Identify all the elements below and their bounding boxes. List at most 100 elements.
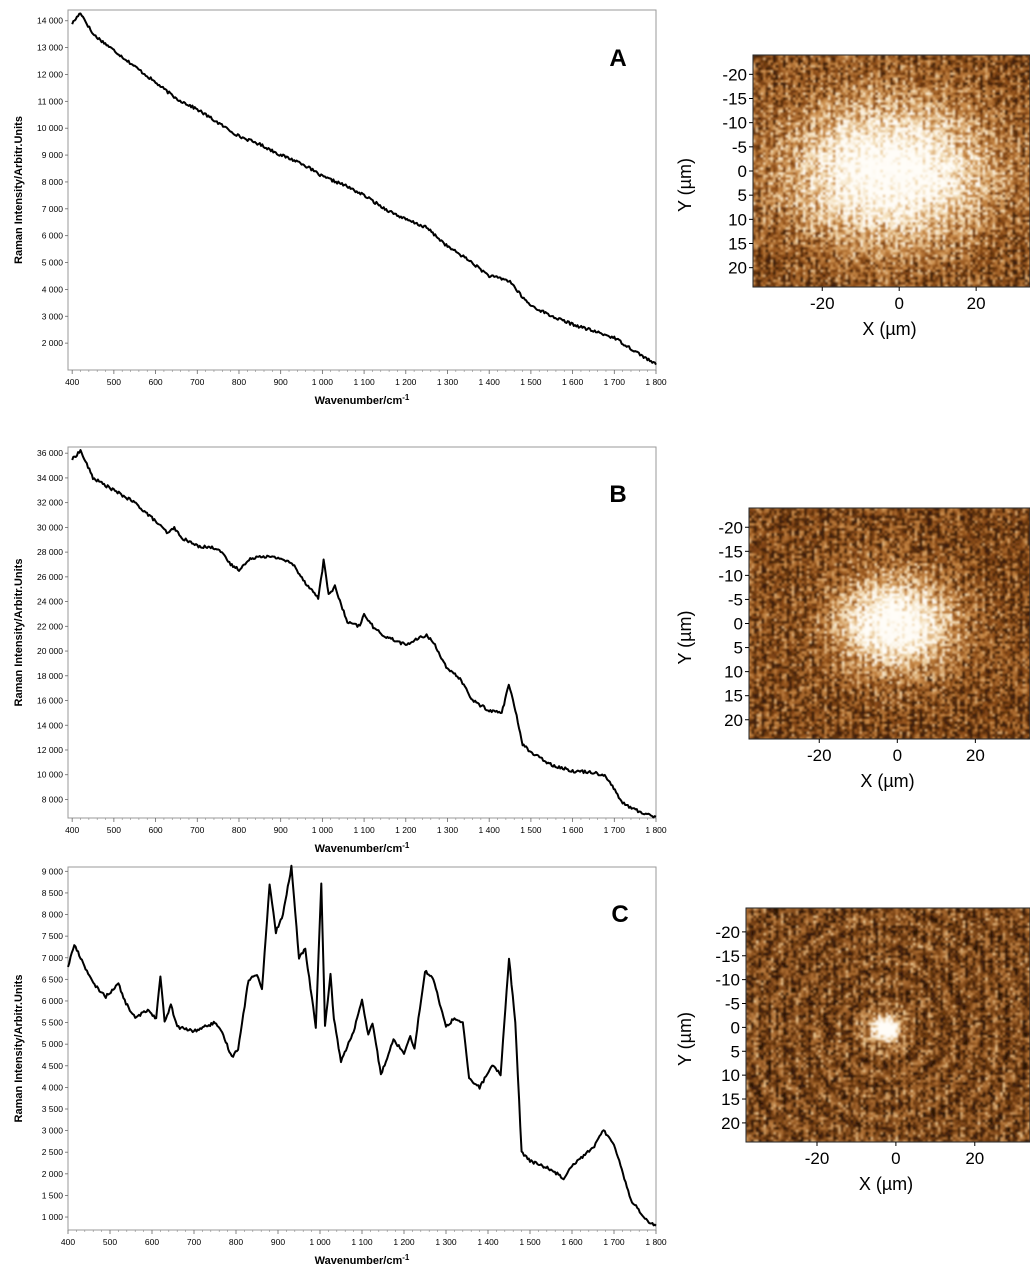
map-y-tick-label: -20 [722, 65, 747, 84]
y-tick-label: 16 000 [37, 696, 63, 706]
y-tick-label: 1 000 [42, 1212, 64, 1222]
x-tick-label: 1 100 [351, 1237, 373, 1247]
map-y-tick-label: 10 [721, 1066, 740, 1085]
map-y-tick-label: 20 [724, 711, 743, 730]
x-tick-label: 1 400 [479, 377, 501, 387]
y-tick-label: 6 000 [42, 231, 64, 241]
x-tick-label: 1 500 [520, 825, 542, 835]
x-tick-label: 800 [232, 377, 246, 387]
y-tick-label: 36 000 [37, 448, 63, 458]
y-tick-label: 4 500 [42, 1061, 64, 1071]
y-tick-label: 11 000 [38, 96, 64, 106]
spectrum-chart-c: 1 000 1 500 2 000 2 500 3 000 3 500 4 000 4 500… [13, 864, 667, 1267]
map-frame [745, 907, 1030, 1143]
panel-label: C [611, 901, 628, 928]
raman-map-a: -20 -15 -10 -5 0 5 10 15 20 -20 0 20 X (µm) Y (µm) [675, 54, 1030, 339]
y-tick-label: 8 000 [42, 177, 64, 187]
y-tick-label: 8 500 [42, 888, 64, 898]
x-tick-label: 1 600 [562, 377, 584, 387]
x-tick-label: 1 800 [645, 825, 667, 835]
spectrum-line [67, 864, 657, 1227]
map-y-axis-label: Y (µm) [675, 158, 695, 212]
x-tick-label: 400 [61, 1237, 75, 1247]
map-y-tick-label: 5 [734, 639, 743, 658]
map-x-tick-label: 20 [967, 294, 986, 313]
map-x-tick-label: 0 [893, 746, 902, 765]
map-y-tick-label: 10 [728, 210, 747, 229]
map-y-tick-label: 5 [738, 186, 747, 205]
y-tick-label: 20 000 [37, 646, 63, 656]
y-tick-label: 5 500 [42, 1018, 64, 1028]
x-tick-label: 400 [65, 377, 79, 387]
map-x-tick-label: 20 [965, 1149, 984, 1168]
panel-label: A [609, 45, 626, 72]
y-tick-label: 34 000 [37, 473, 63, 483]
y-axis-label: Raman Intensity/Arbitr.Units [13, 559, 25, 707]
y-tick-label: 18 000 [37, 671, 63, 681]
map-y-tick-label: 0 [738, 162, 747, 181]
x-tick-label: 1 600 [562, 825, 584, 835]
spectrum-line [71, 12, 657, 366]
raman-map-image [753, 55, 1030, 287]
map-y-axis-label: Y (µm) [675, 610, 695, 664]
y-axis-label: Raman Intensity/Arbitr.Units [13, 116, 25, 264]
map-y-tick-label: 15 [728, 235, 747, 254]
map-y-tick-label: -20 [718, 518, 743, 537]
map-y-tick-label: 15 [724, 687, 743, 706]
map-y-tick-label: -5 [732, 138, 747, 157]
y-tick-label: 12 000 [37, 69, 63, 79]
x-axis-label: Wavenumber/cm-1 [315, 393, 410, 407]
x-tick-label: 1 300 [437, 377, 459, 387]
y-tick-label: 7 000 [42, 204, 64, 214]
x-tick-label: 1 300 [437, 825, 459, 835]
y-tick-label: 10 000 [37, 123, 63, 133]
y-tick-label: 9 000 [42, 866, 64, 876]
x-tick-label: 1 200 [395, 377, 417, 387]
x-axis-label: Wavenumber/cm-1 [315, 1253, 410, 1267]
y-tick-label: 4 000 [42, 1082, 64, 1092]
x-tick-label: 1 500 [520, 377, 542, 387]
spectrum-chart-a: 2 000 3 000 4 000 5 000 6 000 7 000 8 000 9 000… [13, 9, 667, 407]
y-tick-label: 1 500 [42, 1190, 64, 1200]
y-tick-label: 8 000 [42, 910, 64, 920]
raman-map-b: -20 -15 -10 -5 0 5 10 15 20 -20 0 20 X (µm) Y (µm) [675, 507, 1030, 791]
y-tick-label: 3 500 [42, 1104, 64, 1114]
map-y-tick-label: 0 [731, 1018, 740, 1037]
map-y-tick-label: -5 [725, 995, 740, 1014]
map-y-tick-label: 20 [721, 1114, 740, 1133]
x-tick-label: 1 400 [479, 825, 501, 835]
map-x-tick-label: -20 [807, 746, 832, 765]
x-tick-label: 500 [103, 1237, 117, 1247]
x-tick-label: 700 [187, 1237, 201, 1247]
y-tick-label: 6 500 [42, 974, 64, 984]
map-y-tick-label: -10 [715, 971, 740, 990]
x-tick-label: 800 [232, 825, 246, 835]
raman-map-image [749, 508, 1030, 739]
map-y-tick-label: 20 [728, 259, 747, 278]
x-tick-label: 600 [148, 377, 162, 387]
map-y-axis-label: Y (µm) [675, 1012, 695, 1066]
x-tick-label: 600 [148, 825, 162, 835]
x-tick-label: 700 [190, 377, 204, 387]
y-tick-label: 14 000 [37, 16, 63, 26]
x-tick-label: 900 [271, 1237, 285, 1247]
map-x-tick-label: -20 [810, 294, 835, 313]
map-y-tick-label: -20 [715, 923, 740, 942]
x-tick-label: 1 100 [353, 825, 375, 835]
y-tick-label: 3 000 [42, 1126, 64, 1136]
y-tick-label: 10 000 [37, 770, 63, 780]
x-tick-label: 1 700 [603, 1237, 625, 1247]
panel-label: B [609, 481, 626, 508]
x-tick-label: 1 100 [353, 377, 375, 387]
y-tick-label: 30 000 [37, 522, 63, 532]
x-tick-label: 400 [65, 825, 79, 835]
y-tick-label: 2 000 [42, 338, 64, 348]
map-y-tick-label: 10 [724, 663, 743, 682]
map-y-tick-label: -15 [722, 90, 747, 109]
x-tick-label: 500 [107, 825, 121, 835]
x-tick-label: 1 700 [604, 377, 626, 387]
y-tick-label: 3 000 [42, 311, 64, 321]
y-tick-label: 5 000 [42, 1039, 64, 1049]
plot-frame [67, 866, 657, 1231]
